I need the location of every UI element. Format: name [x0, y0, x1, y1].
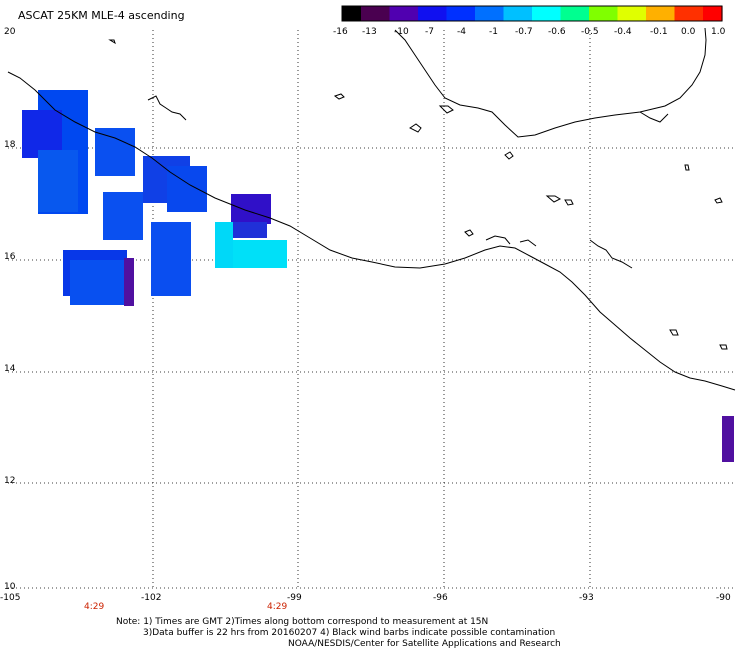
colorbar-segment [598, 6, 609, 21]
colorbar-segment [522, 6, 533, 21]
footnote-line-3: NOAA/NESDIS/Center for Satellite Applica… [288, 639, 561, 649]
lon-label: -102 [141, 593, 162, 603]
colorbar-tick: 0.0 [681, 27, 696, 37]
colorbar-segment [579, 6, 590, 21]
colorbar-segment [351, 6, 362, 21]
colorbar-segment [627, 6, 638, 21]
lat-label: 18 [4, 140, 16, 150]
colorbar-segment [418, 6, 429, 21]
colorbar-tick: 1.0 [711, 27, 726, 37]
colorbar-segment [475, 6, 486, 21]
colorbar-segment [617, 6, 628, 21]
colorbar [341, 5, 723, 22]
islands [108, 39, 728, 350]
swath-cell [103, 192, 143, 240]
colorbar-segment [693, 6, 704, 21]
swath-cell [231, 194, 271, 224]
colorbar-segment [665, 6, 676, 21]
swath-cell [70, 260, 125, 305]
colorbar-segment [408, 6, 419, 21]
colorbar-tick: -7 [425, 27, 434, 37]
colorbar-segment [361, 6, 372, 21]
lat-label: 14 [4, 364, 16, 374]
swath-cell [215, 222, 233, 268]
colorbar-segment [570, 6, 581, 21]
lon-label: -90 [716, 593, 731, 603]
colorbar-segment [608, 6, 619, 21]
colorbar-segment [551, 6, 562, 21]
colorbar-tick: -0.7 [515, 27, 533, 37]
lat-label: 12 [4, 476, 16, 486]
colorbar-tick: -0.4 [614, 27, 632, 37]
colorbar-segment [589, 6, 600, 21]
colorbar-segment [427, 6, 438, 21]
colorbar-segment [541, 6, 552, 21]
colorbar-segment [494, 6, 505, 21]
swath-cell [95, 128, 135, 176]
lat-label: 16 [4, 252, 16, 262]
colorbar-segment [560, 6, 571, 21]
colorbar-segment [342, 6, 353, 21]
colorbar-tick: -0.1 [650, 27, 668, 37]
swath-cell [151, 222, 191, 296]
colorbar-segment [513, 6, 524, 21]
colorbar-segment [674, 6, 685, 21]
lon-label: -105 [0, 593, 21, 603]
colorbar-segment [484, 6, 495, 21]
swath-cell [231, 222, 267, 238]
colorbar-segment [389, 6, 400, 21]
map-title: ASCAT 25KM MLE-4 ascending [18, 9, 185, 22]
colorbar-segment [503, 6, 514, 21]
colorbar-segment [532, 6, 543, 21]
swath-cell [38, 150, 78, 212]
colorbar-tick: -1 [489, 27, 498, 37]
colorbar-frame [341, 5, 723, 22]
colorbar-segment [370, 6, 381, 21]
colorbar-tick: -10 [394, 27, 409, 37]
colorbar-segment [684, 6, 695, 21]
colorbar-segment [636, 6, 647, 21]
lon-label: -93 [579, 593, 594, 603]
footnote-line-1: Note: 1) Times are GMT 2)Times along bot… [116, 617, 489, 627]
colorbar-tick: -0.6 [548, 27, 566, 37]
swath-cell [722, 416, 734, 462]
colorbar-tick: -16 [333, 27, 348, 37]
colorbar-segment [646, 6, 657, 21]
colorbar-tick: -0.5 [581, 27, 599, 37]
footnote-line-2: 3)Data buffer is 22 hrs from 20160207 4)… [143, 628, 556, 638]
colorbar-segment [655, 6, 666, 21]
swath-cell [233, 240, 287, 268]
colorbar-segment [712, 6, 723, 21]
lon-label: -96 [433, 593, 448, 603]
colorbar-tick: -4 [457, 27, 466, 37]
colorbar-segment [465, 6, 476, 21]
colorbar-tick: -13 [362, 27, 377, 37]
grid-lines [8, 30, 735, 589]
time-label: 4:29 [267, 602, 288, 612]
coastline [7, 27, 736, 391]
colorbar-segment [456, 6, 467, 21]
data-swaths [22, 90, 734, 462]
lat-label: 20 [4, 27, 16, 37]
colorbar-segment [446, 6, 457, 21]
swath-cell [124, 258, 134, 306]
time-label: 4:29 [84, 602, 105, 612]
colorbar-segment [703, 6, 714, 21]
colorbar-segment [399, 6, 410, 21]
lon-label: -99 [287, 593, 302, 603]
colorbar-segment [380, 6, 391, 21]
colorbar-segment [437, 6, 448, 21]
swath-cell [167, 166, 207, 212]
lat-label: 10 [4, 582, 16, 592]
